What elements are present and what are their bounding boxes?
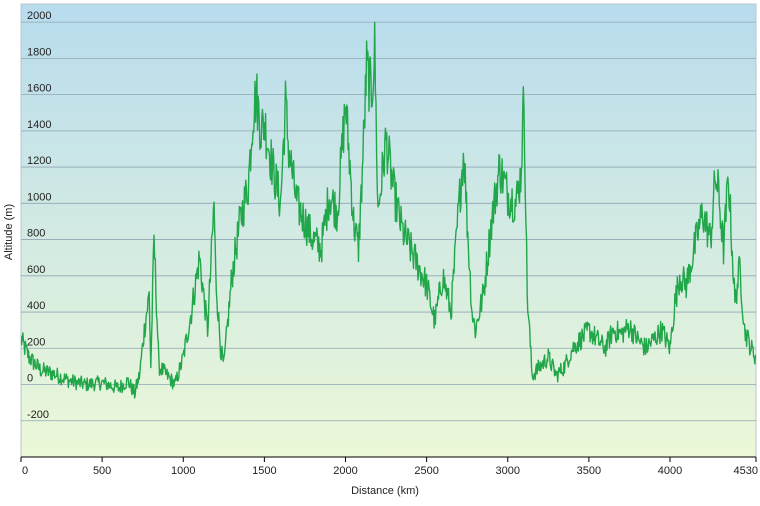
y-tick-label: 600: [27, 264, 45, 276]
x-tick-label: 3000: [496, 465, 520, 477]
y-tick-labels: -200 0 200 400 600 800 1000 1200 1400 1600 1800 200…: [27, 10, 51, 421]
y-tick-label: 1800: [27, 46, 51, 58]
y-tick-label: 400: [27, 300, 45, 312]
x-tick-label: 1500: [252, 465, 276, 477]
y-tick-label: 200: [27, 336, 45, 348]
x-tick-label: 4000: [658, 465, 682, 477]
y-tick-label: 800: [27, 228, 45, 240]
y-tick-label: 1400: [27, 119, 51, 131]
y-tick-label: 1000: [27, 191, 51, 203]
y-tick-label: 1200: [27, 155, 51, 167]
x-tick-label: 1000: [171, 465, 195, 477]
altitude-series-line: [21, 21, 756, 399]
plot-background: [20, 3, 757, 458]
x-tick-label: 3500: [577, 465, 601, 477]
x-tick-labels: 0 500 1000 1500 2000 2500 3000 3500 4000 4530: [20, 457, 758, 477]
x-tick-label: 500: [93, 465, 111, 477]
y-tick-label: 0: [27, 373, 33, 385]
y-tick-label: 2000: [27, 10, 51, 22]
x-axis-label: Distance (km): [351, 485, 419, 497]
x-tick-label: 4530: [734, 465, 758, 477]
y-axis-label: Altitude (m): [3, 204, 15, 260]
x-tick-label: 2000: [333, 465, 357, 477]
x-tick-label: 0: [22, 465, 28, 477]
x-tick-label: 2500: [414, 465, 438, 477]
y-tick-label: 1600: [27, 83, 51, 95]
y-tick-label: -200: [27, 409, 49, 421]
